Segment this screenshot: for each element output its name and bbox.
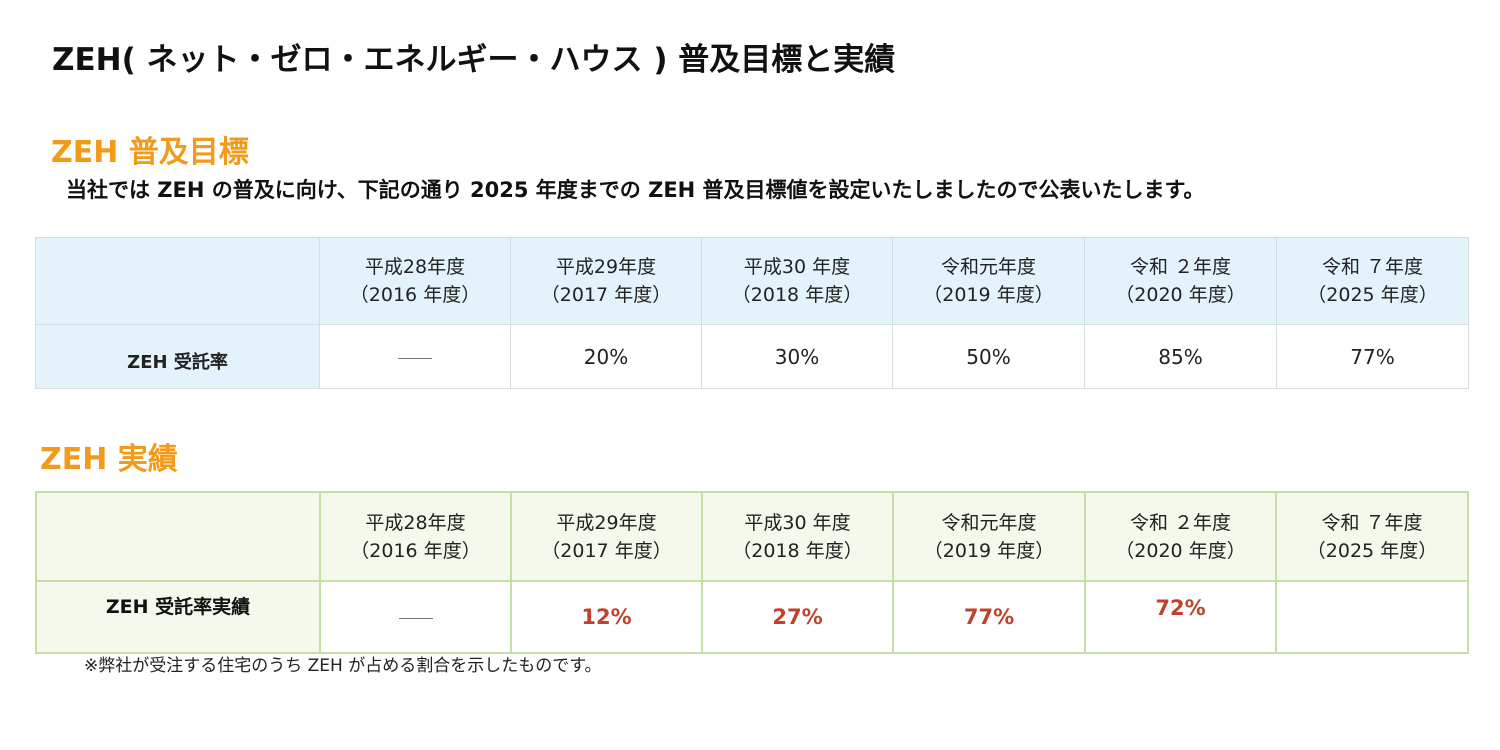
target-value-cell: 50% bbox=[892, 324, 1085, 389]
dash-mark bbox=[398, 357, 432, 359]
target-value-row: ZEH 受託率 20% 30% 50% 85% 77% bbox=[35, 324, 1469, 389]
target-value-cell: 77% bbox=[1276, 324, 1469, 389]
target-header-empty-cell bbox=[35, 237, 320, 325]
actual-header-cell: 平成29年度 （2017 年度） bbox=[510, 491, 703, 582]
target-value-cell: 30% bbox=[701, 324, 893, 389]
actual-header-empty-cell bbox=[35, 491, 321, 582]
target-header-cell: 令和 ７年度 （2025 年度） bbox=[1276, 237, 1469, 325]
actual-header-cell: 平成30 年度 （2018 年度） bbox=[701, 491, 894, 582]
actual-value-cell: 72% bbox=[1084, 580, 1277, 654]
footnote: ※弊社が受注する住宅のうち ZEH が占める割合を示したものです。 bbox=[84, 656, 602, 676]
target-header-cell: 平成29年度 （2017 年度） bbox=[510, 237, 702, 325]
actual-header-cell: 平成28年度 （2016 年度） bbox=[319, 491, 512, 582]
actual-value-cell: 77% bbox=[892, 580, 1086, 654]
target-section-heading: ZEH 普及目標 bbox=[51, 135, 249, 170]
target-row-label: ZEH 受託率 bbox=[35, 324, 320, 389]
target-table: 平成28年度 （2016 年度） 平成29年度 （2017 年度） 平成30 年度（… bbox=[35, 237, 1469, 389]
target-header-cell: 令和元年度 （2019 年度） bbox=[892, 237, 1085, 325]
actual-value-empty bbox=[319, 580, 512, 654]
actual-row-label: ZEH 受託率実績 bbox=[35, 580, 321, 654]
target-header-cell: 平成28年度 （2016 年度） bbox=[319, 237, 511, 325]
target-value-cell: 85% bbox=[1084, 324, 1277, 389]
target-header-cell: 令和 ２年度 （2020 年度） bbox=[1084, 237, 1277, 325]
actual-header-row: 平成28年度 （2016 年度） 平成29年度 （2017 年度） 平成30 年度（… bbox=[35, 491, 1469, 582]
actual-header-cell: 令和 ２年度 （2020 年度） bbox=[1084, 491, 1277, 582]
actual-table: 平成28年度 （2016 年度） 平成29年度 （2017 年度） 平成30 年度（… bbox=[35, 491, 1469, 654]
actual-value-empty bbox=[1275, 580, 1469, 654]
target-intro-text: 当社では ZEH の普及に向け、下記の通り 2025 年度までの ZEH 普及目… bbox=[66, 178, 1205, 202]
dash-mark bbox=[398, 617, 433, 619]
actual-value-cell: 27% bbox=[701, 580, 894, 654]
target-header-row: 平成28年度 （2016 年度） 平成29年度 （2017 年度） 平成30 年度（… bbox=[35, 237, 1469, 325]
actual-section-heading: ZEH 実績 bbox=[40, 442, 178, 477]
page-title: ZEH( ネット・ゼロ・エネルギー・ハウス ) 普及目標と実績 bbox=[52, 42, 896, 78]
target-value-cell: 20% bbox=[510, 324, 702, 389]
target-header-cell: 平成30 年度 （2018 年度） bbox=[701, 237, 893, 325]
actual-value-row: ZEH 受託率実績 12% 27% 77% 72% bbox=[35, 580, 1469, 654]
target-value-empty bbox=[319, 324, 511, 389]
actual-header-cell: 令和 ７年度 （2025 年度） bbox=[1275, 491, 1469, 582]
actual-header-cell: 令和元年度 （2019 年度） bbox=[892, 491, 1086, 582]
actual-value-cell: 12% bbox=[510, 580, 703, 654]
